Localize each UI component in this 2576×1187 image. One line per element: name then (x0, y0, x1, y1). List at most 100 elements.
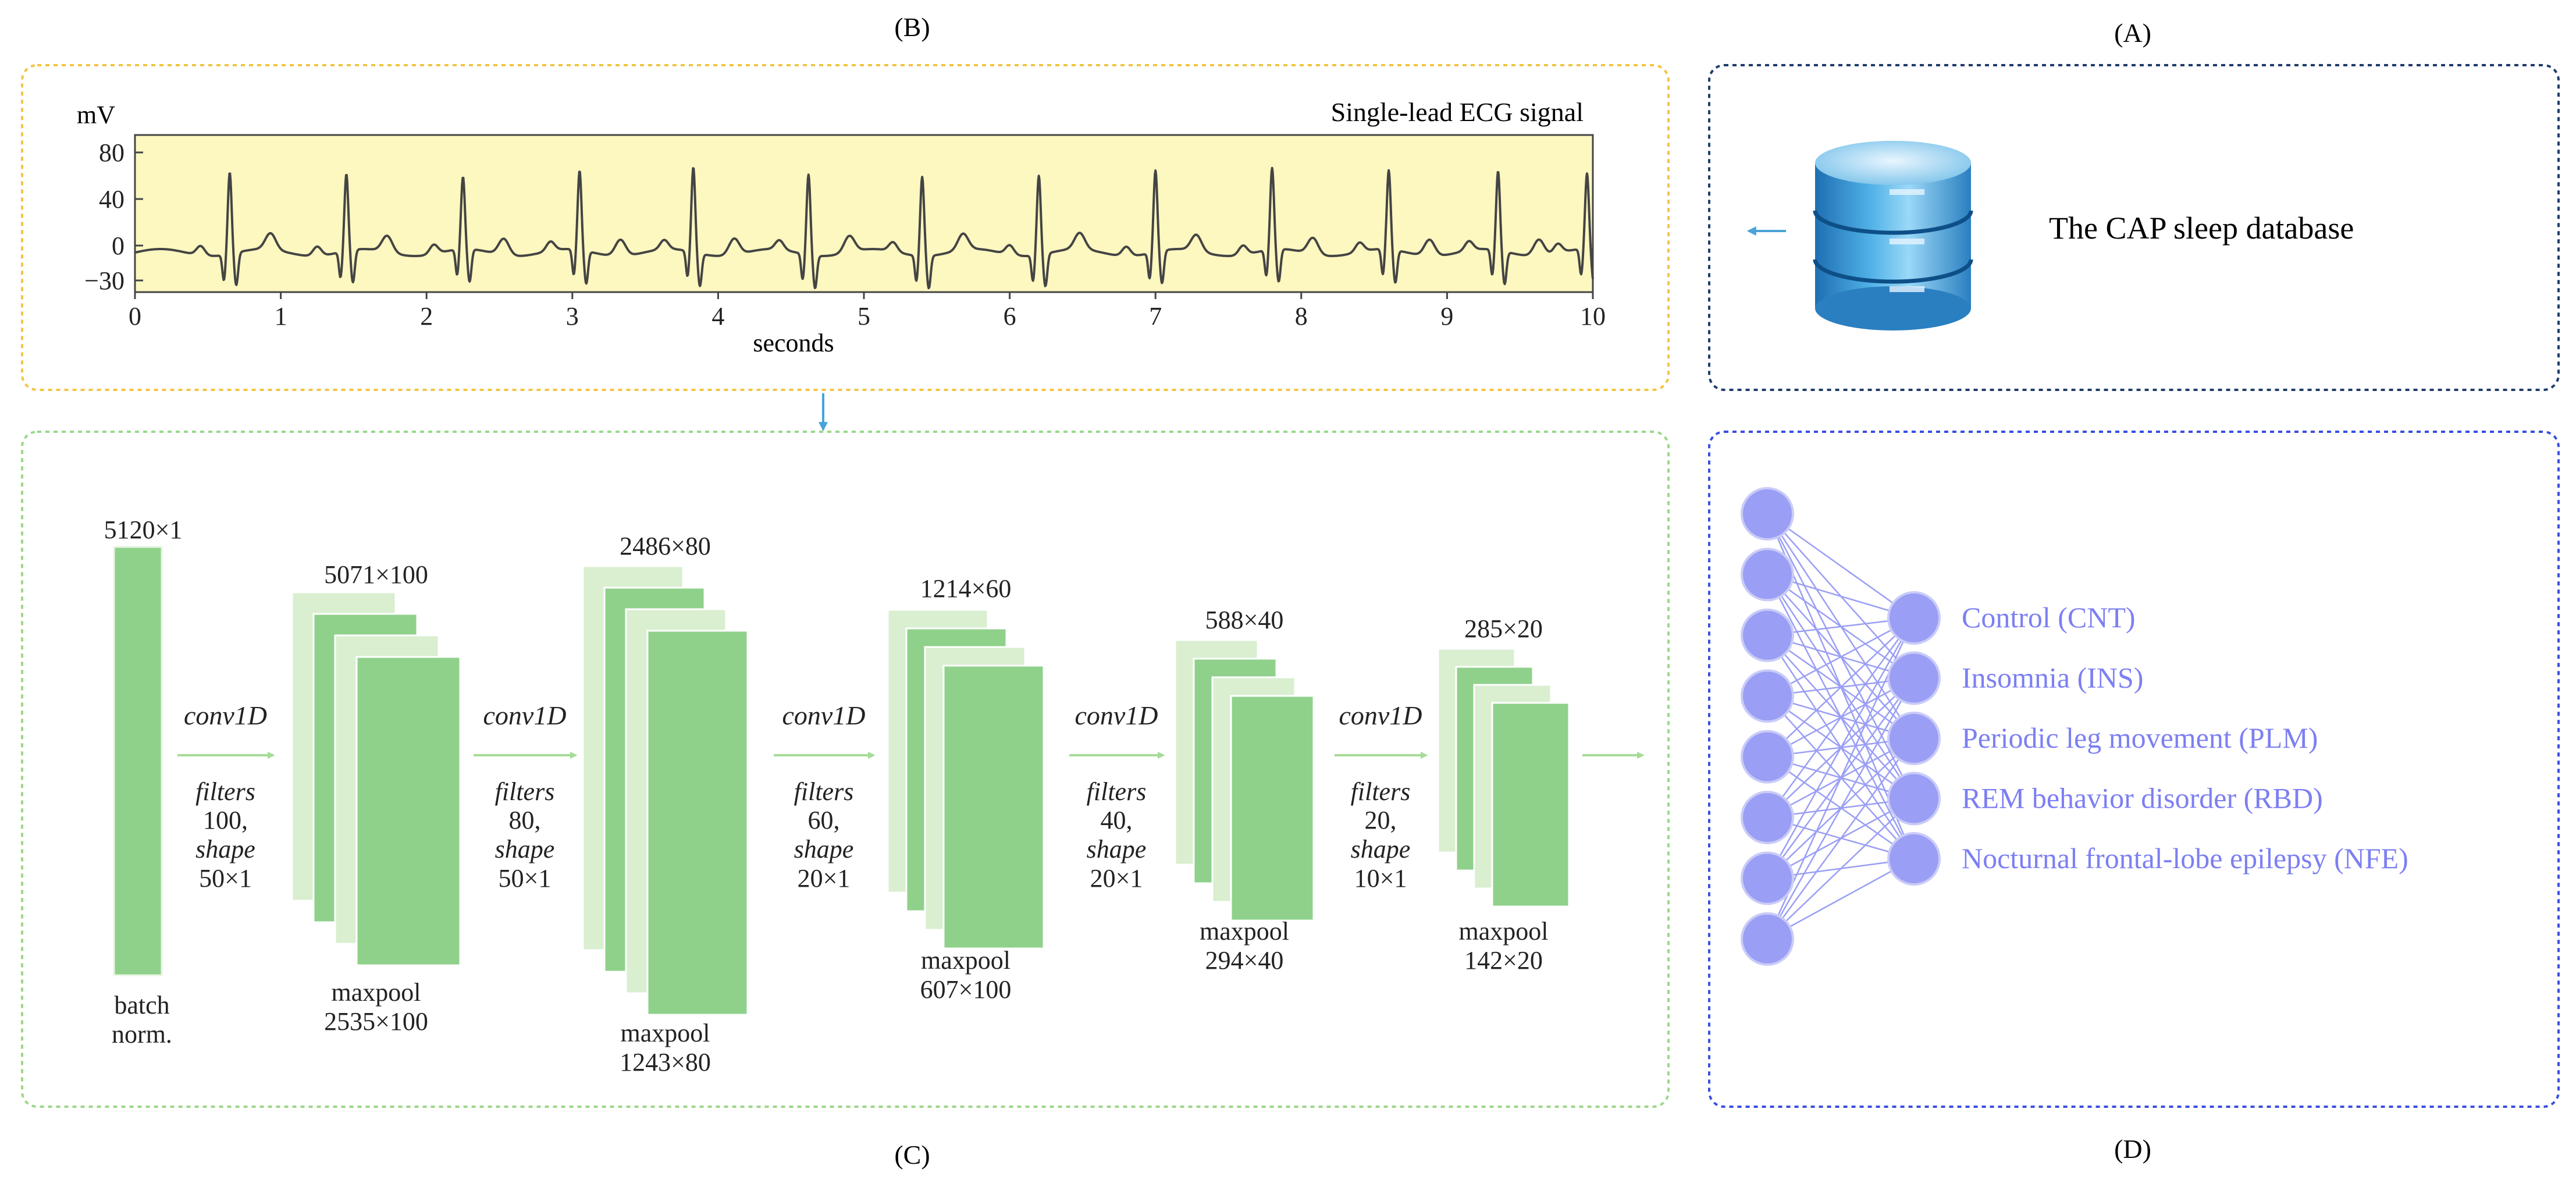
cnn-layer-dim: 5071×100 (324, 560, 428, 589)
cnn-filters-value: 20, (1365, 806, 1397, 834)
network-input-node (1741, 608, 1794, 662)
ecg-title: Single-lead ECG signal (1331, 97, 1584, 127)
class-label: Nocturnal frontal-lobe epilepsy (NFE) (1962, 842, 2408, 875)
ecg-y-tick-label: 40 (99, 185, 124, 214)
class-label: REM behavior disorder (RBD) (1962, 782, 2323, 815)
cnn-conv-op: conv1D (1339, 701, 1422, 730)
cnn-filters-value: 40, (1101, 806, 1133, 834)
cnn-layer-dim: 588×40 (1205, 606, 1284, 634)
class-label: Insomnia (INS) (1962, 662, 2143, 694)
cnn-filters-value: 60, (808, 806, 840, 834)
cnn-conv-op: conv1D (483, 701, 566, 730)
ecg-x-tick-label: 2 (420, 302, 433, 330)
network-edge (1767, 798, 1915, 940)
cnn-pool-label: maxpool (332, 978, 421, 1007)
ecg-y-tick-label: 80 (99, 138, 124, 167)
network-edge (1767, 513, 1915, 619)
panel-a-frame (1708, 64, 2560, 391)
cnn-pool-label: maxpool (621, 1019, 710, 1047)
cnn-feature-map-front (355, 656, 461, 966)
network-edge (1766, 677, 1915, 940)
network-edge (1767, 617, 1915, 758)
network-output-node (1887, 712, 1941, 765)
cnn-pool-label: maxpool (1200, 917, 1289, 946)
cnn-feature-map-front (942, 664, 1045, 950)
network-input-node (1741, 912, 1794, 966)
network-input-node (1741, 730, 1794, 784)
network-edge (1766, 738, 1915, 940)
cnn-input-label: norm. (112, 1020, 172, 1049)
class-label: Control (CNT) (1962, 601, 2136, 634)
cnn-feature-map-front (1230, 695, 1315, 922)
cnn-shape-word: shape (495, 835, 555, 863)
cnn-filters-value: 80, (509, 806, 541, 834)
network-output-node (1887, 772, 1941, 826)
panel-c-frame (21, 431, 1670, 1108)
cnn-shape-value: 50×1 (199, 864, 252, 893)
panel-d-label: (D) (2114, 1134, 2151, 1164)
cnn-pool-dim: 294×40 (1205, 946, 1284, 975)
cnn-filters-word: filters (794, 777, 854, 806)
cnn-pool-dim: 2535×100 (324, 1007, 428, 1036)
panel-b-frame (21, 64, 1670, 391)
network-output-node (1887, 651, 1941, 705)
cnn-shape-word: shape (1087, 835, 1147, 863)
cnn-pool-dim: 607×100 (920, 975, 1012, 1004)
cnn-input-dim: 5120×1 (104, 516, 183, 544)
cnn-pool-dim: 1243×80 (620, 1048, 711, 1076)
cnn-conv-op: conv1D (184, 701, 267, 730)
panel-d-frame (1708, 431, 2560, 1108)
ecg-y-tick-label: −30 (84, 266, 124, 295)
cnn-filters-word: filters (1351, 777, 1411, 806)
network-input-node (1741, 487, 1794, 541)
cnn-filters-word: filters (1087, 777, 1147, 806)
ecg-x-tick-label: 5 (858, 302, 870, 330)
cnn-shape-word: shape (1351, 835, 1411, 863)
ecg-x-tick-label: 8 (1295, 302, 1308, 330)
network-edge (1766, 617, 1915, 818)
network-input-node (1741, 548, 1794, 602)
network-edge (1766, 617, 1915, 879)
ecg-chart: Single-lead ECG signal mV seconds 80400−… (77, 97, 1606, 357)
cnn-filters-word: filters (495, 777, 555, 806)
ecg-x-axis-label: seconds (753, 329, 834, 357)
cnn-shape-value: 20×1 (1090, 864, 1143, 893)
ecg-x-tick-label: 3 (566, 302, 579, 330)
network-output-node (1887, 591, 1941, 645)
ecg-y-tick-label: 0 (112, 232, 124, 260)
cnn-pool-dim: 142×20 (1464, 946, 1543, 975)
network-edge (1767, 858, 1915, 940)
ecg-x-tick-label: 1 (275, 302, 287, 330)
cnn-shape-word: shape (195, 835, 255, 863)
ecg-x-tick-label: 0 (129, 302, 141, 330)
cnn-conv-op: conv1D (1074, 701, 1158, 730)
database-icon (1813, 141, 1973, 330)
cnn-architecture: 5120×1batchnorm.5071×100maxpool2535×1002… (104, 516, 1645, 1076)
network-input-node (1741, 851, 1794, 905)
ecg-x-tick-label: 10 (1580, 302, 1606, 330)
cnn-feature-map-front (1491, 702, 1570, 908)
ecg-plot-area (134, 134, 1594, 293)
panel-c-label: (C) (894, 1140, 930, 1170)
cnn-shape-value: 10×1 (1354, 864, 1407, 893)
ecg-x-tick-label: 7 (1149, 302, 1162, 330)
panel-a-label: (A) (2114, 18, 2151, 48)
database-label: The CAP sleep database (2049, 211, 2354, 246)
cnn-pool-label: maxpool (1459, 917, 1549, 946)
panel-b-label: (B) (894, 12, 930, 42)
ecg-x-tick-label: 6 (1004, 302, 1016, 330)
cnn-shape-word: shape (794, 835, 854, 863)
cnn-filters-word: filters (195, 777, 255, 806)
ecg-x-tick-label: 9 (1440, 302, 1453, 330)
cnn-input-label: batch (114, 991, 169, 1019)
network-edge (1767, 617, 1915, 697)
cnn-feature-map-front (646, 630, 749, 1016)
cnn-layer-dim: 285×20 (1464, 614, 1543, 643)
ecg-x-tick-label: 4 (711, 302, 724, 330)
class-label: Periodic leg movement (PLM) (1962, 722, 2318, 754)
ecg-trace (134, 166, 1594, 290)
network-input-node (1741, 791, 1794, 844)
cnn-conv-op: conv1D (782, 701, 865, 730)
ecg-y-axis-label: mV (77, 101, 115, 129)
